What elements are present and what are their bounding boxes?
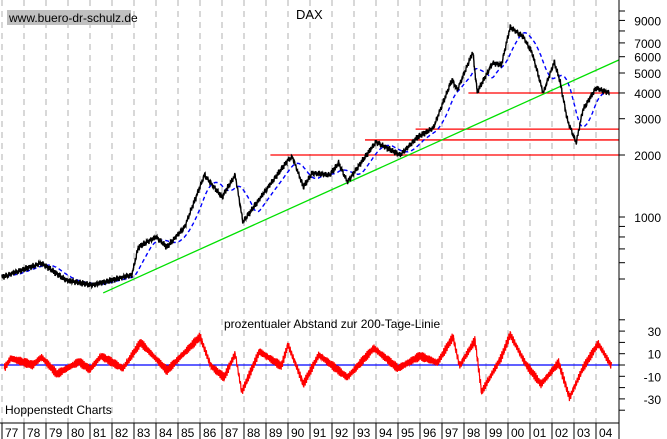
x-tick-label: 01 bbox=[533, 426, 547, 439]
y-tick-label: 9000 bbox=[634, 14, 661, 28]
x-tick-label: 90 bbox=[291, 426, 305, 439]
watermark-box bbox=[7, 10, 131, 25]
osc-tick-label: -10 bbox=[644, 370, 662, 384]
dax-price-line bbox=[1, 24, 610, 290]
x-tick-label: 95 bbox=[401, 426, 415, 439]
y-tick-label: 5000 bbox=[634, 67, 661, 81]
trendline bbox=[102, 59, 620, 294]
source-label: Hoppenstedt Charts bbox=[5, 403, 112, 417]
x-tick-label: 94 bbox=[379, 426, 393, 439]
year-gridlines bbox=[1, 0, 597, 423]
y-tick-label: 2000 bbox=[634, 149, 661, 163]
oscillator-line bbox=[3, 331, 612, 402]
y-tick-label: 7000 bbox=[634, 37, 661, 51]
oscillator-title: prozentualer Abstand zur 200-Tage-Linie bbox=[224, 317, 440, 331]
x-tick-label: 82 bbox=[115, 426, 129, 439]
x-tick-label: 87 bbox=[225, 426, 239, 439]
x-tick-label: 96 bbox=[423, 426, 437, 439]
x-tick-label: 02 bbox=[555, 426, 569, 439]
y-tick-label: 6000 bbox=[634, 51, 661, 65]
x-tick-label: 03 bbox=[577, 426, 591, 439]
x-tick-label: 77 bbox=[5, 426, 19, 439]
x-tick-label: 81 bbox=[93, 426, 107, 439]
x-tick-label: 92 bbox=[335, 426, 349, 439]
x-tick-label: 97 bbox=[445, 426, 459, 439]
y-tick-label: 4000 bbox=[634, 87, 661, 101]
x-tick-label: 00 bbox=[511, 426, 525, 439]
x-tick-label: 93 bbox=[357, 426, 371, 439]
x-tick-label: 84 bbox=[159, 426, 173, 439]
osc-tick-label: -30 bbox=[644, 393, 662, 407]
x-tick-label: 80 bbox=[71, 426, 85, 439]
x-tick-label: 89 bbox=[269, 426, 283, 439]
x-tick-label: 86 bbox=[203, 426, 217, 439]
x-tick-label: 91 bbox=[313, 426, 327, 439]
x-tick-label: 83 bbox=[137, 426, 151, 439]
x-tick-label: 78 bbox=[27, 426, 41, 439]
x-tick-label: 99 bbox=[489, 426, 503, 439]
watermark: www.buero-dr-schulz.de bbox=[8, 11, 138, 25]
osc-tick-label: 10 bbox=[648, 348, 662, 362]
x-tick-label: 79 bbox=[49, 426, 63, 439]
x-tick-label: 04 bbox=[599, 426, 613, 439]
chart-title: DAX bbox=[296, 7, 323, 22]
osc-tick-label: 30 bbox=[648, 325, 662, 339]
y-tick-label: 3000 bbox=[634, 113, 661, 127]
y-tick-label: 1000 bbox=[634, 211, 661, 225]
moving-average-line bbox=[1, 32, 610, 285]
x-tick-label: 98 bbox=[467, 426, 481, 439]
x-tick-label: 88 bbox=[247, 426, 261, 439]
x-tick-label: 85 bbox=[181, 426, 195, 439]
